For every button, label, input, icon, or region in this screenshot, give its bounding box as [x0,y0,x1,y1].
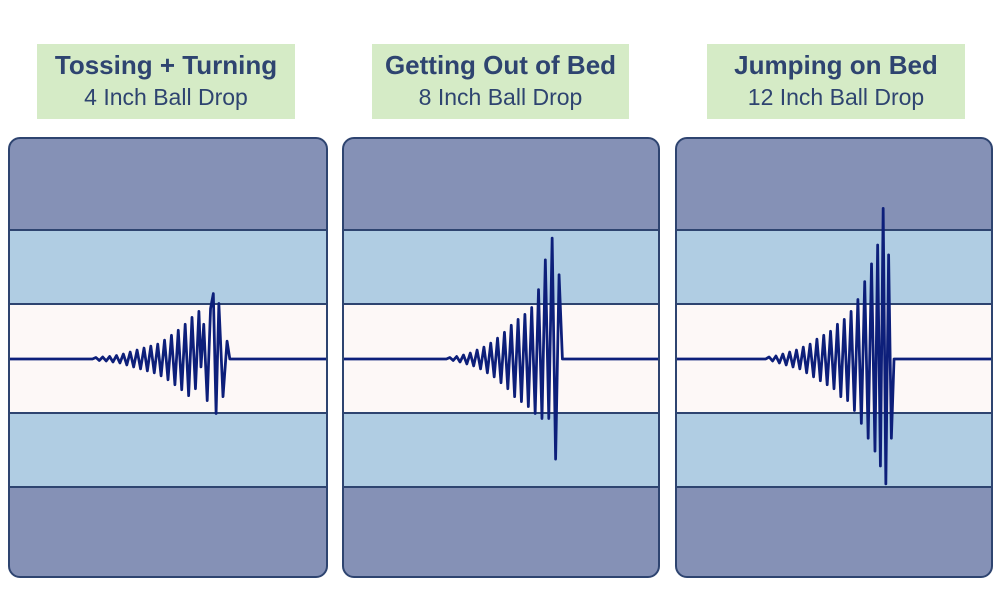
lower-middle-band [344,412,658,488]
upper-middle-band [677,229,991,303]
panel-title: Jumping on Bed [734,50,938,80]
panel-subtitle: 4 Inch Ball Drop [84,84,248,110]
center-band [10,303,326,412]
vibration-chart [342,137,660,578]
panel-getting-out-of-bed: Getting Out of Bed 8 Inch Ball Drop [342,0,660,607]
lower-middle-band [10,412,326,488]
panel-title: Getting Out of Bed [384,50,617,80]
motion-waveform [10,292,326,415]
center-band [344,303,658,412]
panel-jumping-on-bed: Jumping on Bed 12 Inch Ball Drop [675,0,993,607]
waveform-line [677,206,991,486]
waveform-line [10,292,326,415]
vibration-chart [675,137,993,578]
panel-title: Tossing + Turning [54,50,278,80]
motion-waveform [677,206,991,486]
panel-label: Jumping on Bed 12 Inch Ball Drop [707,44,965,119]
panel-subtitle: 8 Inch Ball Drop [418,84,583,110]
panel-label: Getting Out of Bed 8 Inch Ball Drop [372,44,629,119]
panel-label: Tossing + Turning 4 Inch Ball Drop [37,44,295,119]
panel-tossing-turning: Tossing + Turning 4 Inch Ball Drop [8,0,328,607]
upper-middle-band [10,229,326,303]
vibration-chart [8,137,328,578]
motion-waveform [344,236,658,461]
lower-middle-band [677,412,991,488]
upper-middle-band [344,229,658,303]
panel-subtitle: 12 Inch Ball Drop [747,84,925,110]
center-band [677,303,991,412]
waveform-line [344,236,658,461]
